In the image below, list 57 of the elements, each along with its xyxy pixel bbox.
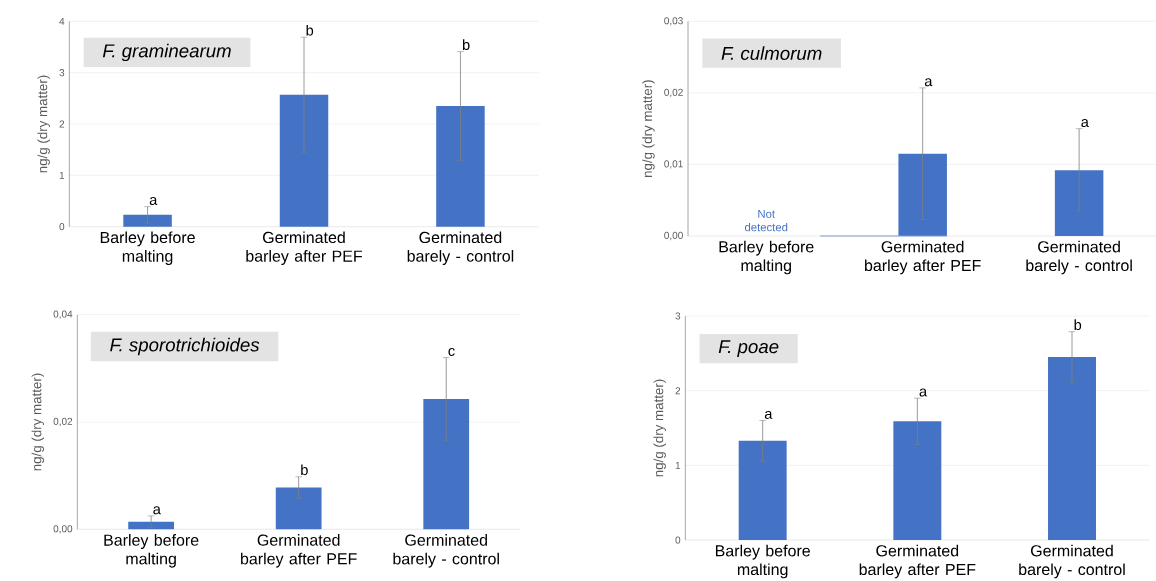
annotation: a [153, 506, 161, 515]
y-tick-label: 4 [59, 17, 65, 25]
y-tick-label: 0,01 [664, 160, 683, 169]
x-tick-label: Barley before malting [715, 544, 810, 579]
y-tick-label: 1 [59, 171, 65, 179]
y-tick-label: 0 [675, 536, 681, 544]
annotation: b [301, 464, 308, 475]
y-tick-label: 0,04 [53, 310, 73, 319]
y-tick-label: 0,00 [53, 525, 73, 534]
bar [279, 94, 329, 227]
x-tick-label: Barley before malting [104, 533, 199, 568]
y-axis-title: ng/g (dry matter) [31, 373, 44, 471]
x-tick-label: Barley before malting [719, 240, 814, 275]
y-tick-label: 2 [59, 120, 65, 128]
y-tick-label: 0 [59, 222, 65, 231]
y-tick-label: 0,02 [664, 88, 683, 97]
bar [123, 214, 172, 227]
text: F. poae [718, 340, 779, 357]
y-tick-label: 0,00 [664, 231, 683, 240]
x-tick-label: Germinated barley after PEF [241, 533, 357, 568]
text: F. sporotrichioides [110, 337, 260, 356]
y-tick-label: 0,03 [664, 17, 683, 26]
y-axis-title: ng/g (dry matter) [642, 80, 655, 177]
x-tick-label: Germinated barley after PEF [865, 240, 981, 275]
annotation: c [448, 347, 455, 356]
text: F. graminearum [102, 43, 231, 61]
x-tick-label: Germinated barely - control [1019, 544, 1125, 579]
x-tick-label: Germinated barley after PEF [246, 231, 363, 265]
x-tick-label: Germinated barely - control [393, 533, 499, 568]
annotation: Not detected [744, 209, 788, 232]
text: F. culmorum [721, 46, 822, 60]
annotation: a [149, 196, 158, 205]
y-tick-label: 1 [675, 461, 681, 469]
x-tick-label: Germinated barely - control [1026, 240, 1132, 275]
bar [893, 421, 942, 540]
y-tick-label: 2 [675, 387, 681, 394]
bar [738, 440, 787, 540]
y-tick-label: 3 [59, 68, 65, 77]
annotation: a [924, 78, 933, 87]
x-tick-label: Germinated barely - control [407, 231, 514, 265]
x-tick-label: Germinated barley after PEF [859, 544, 976, 579]
bar [275, 487, 322, 530]
y-tick-label: 3 [675, 312, 681, 320]
x-tick-label: Barley before malting [100, 231, 195, 265]
annotation: b [1074, 319, 1082, 330]
bar [423, 398, 470, 530]
annotation: a [919, 388, 928, 397]
annotation: b [306, 24, 314, 36]
y-axis-title: ng/g (dry matter) [37, 75, 50, 173]
bar [128, 521, 174, 530]
annotation: a [1081, 118, 1089, 127]
annotation: b [462, 39, 470, 50]
bar [436, 105, 485, 227]
bar [1048, 356, 1096, 540]
y-tick-label: 0,02 [53, 417, 73, 426]
annotation: a [764, 410, 773, 419]
y-axis-title: ng/g (dry matter) [653, 379, 666, 477]
